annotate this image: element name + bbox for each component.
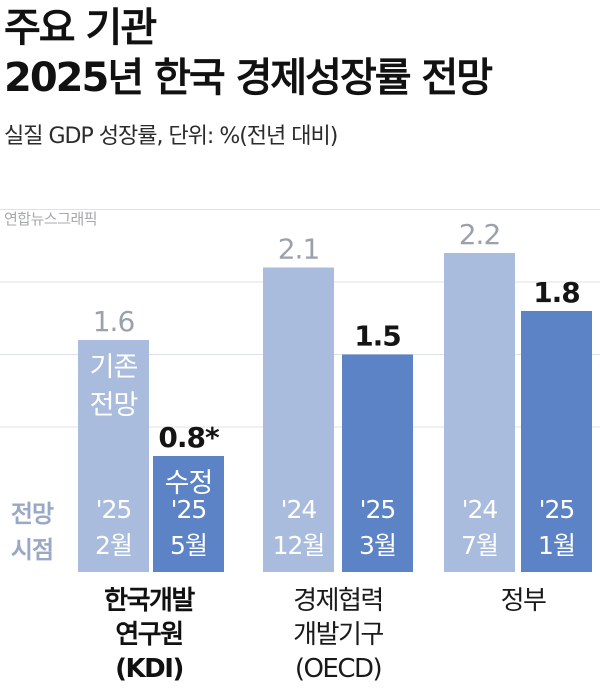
bar-6 xyxy=(521,311,592,572)
bar-value-label: 1.6 xyxy=(93,305,135,338)
page-title-line1: 주요 기관 xyxy=(4,5,157,51)
bar-period-label: 5월 xyxy=(170,531,207,560)
organization-label: 정부 xyxy=(433,584,600,618)
bar-period-label: '24 xyxy=(281,495,317,524)
organization-label-line: 정부 xyxy=(500,586,547,616)
organization-label-line: 한국개발 xyxy=(104,586,195,616)
bar-value-label: 2.1 xyxy=(278,233,320,266)
period-side-label-line1: 전망 xyxy=(10,500,54,528)
organization-label-line: (KDI) xyxy=(115,654,184,684)
bar-period-label: '25 xyxy=(360,495,396,524)
organization-label-line: 경제협력 xyxy=(293,586,384,616)
organization-label-line: (OECD) xyxy=(294,654,383,684)
bar-5 xyxy=(444,253,515,572)
bar-2 xyxy=(153,456,224,572)
bar-1 xyxy=(78,340,149,572)
bar-value-label: 2.2 xyxy=(459,218,501,251)
bar-period-label: '25 xyxy=(96,495,132,524)
source-credit: 연합뉴스그래픽 xyxy=(4,210,98,228)
organization-label-line: 개발기구 xyxy=(293,620,384,650)
bar-period-label: 2월 xyxy=(95,531,132,560)
bar-inner-label: 기존 xyxy=(90,352,138,383)
bar-value-label: 1.8 xyxy=(533,276,580,309)
page-title-line2: 2025년 한국 경제성장률 전망 xyxy=(4,55,493,101)
bar-inner-label: 수정 xyxy=(165,468,213,499)
bar-period-label: '25 xyxy=(539,495,575,524)
bar-period-label: '25 xyxy=(171,495,207,524)
period-side-label-line2: 시점 xyxy=(10,536,54,564)
bar-4 xyxy=(342,354,413,572)
bar-value-label: 1.5 xyxy=(354,320,401,353)
bar-inner-label: 전망 xyxy=(90,390,138,421)
bar-value-label: 0.8* xyxy=(158,421,220,454)
bar-period-label: '24 xyxy=(462,495,498,524)
bar-period-label: 3월 xyxy=(359,531,396,560)
bar-period-label: 12월 xyxy=(273,531,325,560)
chart-subtitle: 실질 GDP 성장률, 단위: %(전년 대비) xyxy=(4,124,338,149)
bar-period-label: 7월 xyxy=(461,531,498,560)
bar-3 xyxy=(263,267,334,572)
organization-label-line: 연구원 xyxy=(115,620,184,650)
bar-period-label: 1월 xyxy=(538,531,575,560)
